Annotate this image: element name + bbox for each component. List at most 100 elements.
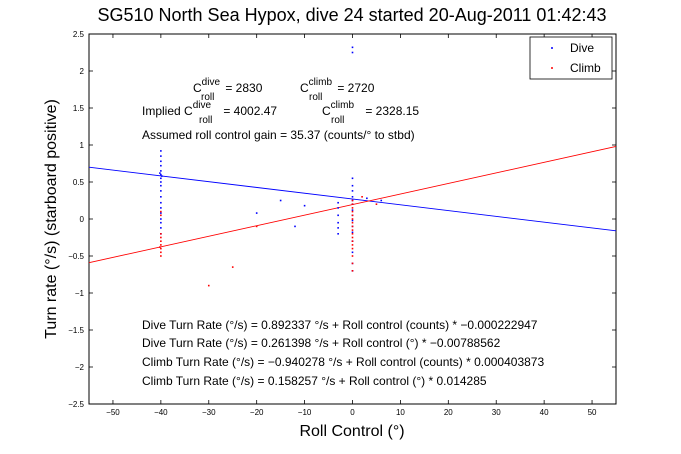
dive-point xyxy=(160,150,162,152)
climb-point xyxy=(351,221,354,224)
dive-point xyxy=(337,207,339,209)
dive-point xyxy=(366,197,368,200)
fit-line-dive xyxy=(88,166,617,232)
legend-dive-label: Dive xyxy=(570,41,594,55)
equation-dive-degrees: Dive Turn Rate (°/s) = 0.261398 °/s + Ro… xyxy=(142,336,501,350)
c-dive-val: = 2830 xyxy=(222,81,263,95)
climb-point xyxy=(160,233,162,235)
climb-point xyxy=(351,214,354,217)
legend: Dive Climb xyxy=(529,36,613,80)
climb-point xyxy=(351,199,354,202)
implied-climb-base: C xyxy=(322,104,331,118)
implied-climb-annotation: Cclimb roll = 2328.15 xyxy=(322,100,419,126)
c-dive-annotation: Cdive roll = 2830 xyxy=(193,77,263,103)
y-tick-label: 0 xyxy=(80,215,85,224)
climb-point xyxy=(160,255,162,257)
x-tick-label: −30 xyxy=(202,408,216,417)
dive-point xyxy=(160,160,162,163)
legend-climb-label: Climb xyxy=(570,61,601,75)
roll-gain-annotation: Assumed roll control gain = 35.37 (count… xyxy=(142,128,415,142)
data-points xyxy=(159,46,383,287)
dive-point xyxy=(351,196,354,198)
y-tick-label: −2.5 xyxy=(68,400,84,409)
dive-point xyxy=(351,46,354,49)
x-tick-label: 20 xyxy=(444,408,453,417)
y-tick-label: −1.5 xyxy=(68,326,84,335)
y-tick-label: −1 xyxy=(75,289,85,298)
dive-point xyxy=(160,227,162,229)
climb-point xyxy=(160,214,162,217)
dive-point xyxy=(160,155,162,157)
climb-point xyxy=(160,251,162,254)
c-dive-sub: roll xyxy=(201,92,214,103)
dive-point xyxy=(279,199,282,202)
implied-dive-val: = 4002.47 xyxy=(220,104,277,118)
climb-point xyxy=(351,225,354,228)
y-axis-label: Turn rate (°/s) (starboard positive) xyxy=(43,99,60,339)
equation-dive-counts: Dive Turn Rate (°/s) = 0.892337 °/s + Ro… xyxy=(142,318,538,332)
equation-climb-degrees: Climb Turn Rate (°/s) = 0.158257 °/s + R… xyxy=(142,374,487,388)
dive-point xyxy=(337,214,339,217)
c-dive-sup: dive xyxy=(202,77,221,88)
dive-point xyxy=(160,218,162,220)
c-climb-annotation: Cclimb roll = 2720 xyxy=(300,77,375,103)
y-tick-label: 0.5 xyxy=(73,178,85,187)
dive-point xyxy=(303,204,306,207)
dive-point xyxy=(160,181,162,183)
climb-point xyxy=(351,233,354,235)
x-tick-label: 30 xyxy=(492,408,501,417)
dive-point xyxy=(160,173,162,176)
implied-climb-sup: climb xyxy=(331,100,355,111)
dive-point xyxy=(337,201,339,204)
climb-point xyxy=(351,270,354,272)
dive-point xyxy=(380,199,383,202)
implied-prefix: Implied C xyxy=(142,104,193,118)
dive-point xyxy=(294,225,296,228)
climb-point xyxy=(231,266,234,268)
dive-point xyxy=(160,170,162,172)
climb-point xyxy=(351,262,354,265)
legend-dive-marker xyxy=(551,47,553,49)
chart-title: SG510 North Sea Hypox, dive 24 started 2… xyxy=(98,5,607,25)
climb-point xyxy=(159,246,161,248)
dive-point xyxy=(351,219,354,222)
dive-point xyxy=(337,233,339,235)
climb-point xyxy=(351,203,354,205)
climb-point xyxy=(160,210,162,213)
x-tick-label: 10 xyxy=(396,408,405,417)
dive-point xyxy=(160,196,162,198)
x-tick-label: 0 xyxy=(350,408,355,417)
y-tick-label: −0.5 xyxy=(68,252,84,261)
x-tick-label: −20 xyxy=(250,408,264,417)
implied-dive-sup: dive xyxy=(193,100,212,111)
dive-point xyxy=(160,177,162,180)
dive-point xyxy=(337,221,339,224)
legend-climb-marker xyxy=(551,67,553,69)
dive-point xyxy=(351,51,354,54)
axis-ticks: −50 −40 −30 −20 −10 0 10 20 30 40 50−2.5−2−1.5−1−0… xyxy=(68,30,616,417)
x-tick-label: −10 xyxy=(298,408,312,417)
c-climb-val: = 2720 xyxy=(334,81,375,95)
dive-point xyxy=(160,190,162,192)
dive-point xyxy=(161,175,163,177)
implied-dive-sub: roll xyxy=(199,115,212,126)
climb-point xyxy=(351,207,354,209)
climb-point xyxy=(160,244,162,246)
dive-point xyxy=(160,221,162,224)
x-tick-label: −40 xyxy=(154,408,168,417)
climb-point xyxy=(160,247,162,250)
climb-point xyxy=(351,210,354,213)
climb-point xyxy=(160,236,162,239)
climb-point xyxy=(351,218,354,220)
dive-point xyxy=(337,227,339,229)
dive-point xyxy=(255,212,258,214)
climb-point xyxy=(207,284,210,287)
climb-point xyxy=(351,236,354,239)
c-dive-base: C xyxy=(193,81,202,95)
legend-box xyxy=(529,36,613,80)
dive-point xyxy=(159,172,161,174)
dive-point xyxy=(351,209,354,211)
climb-point xyxy=(160,240,162,242)
climb-point xyxy=(351,247,354,250)
